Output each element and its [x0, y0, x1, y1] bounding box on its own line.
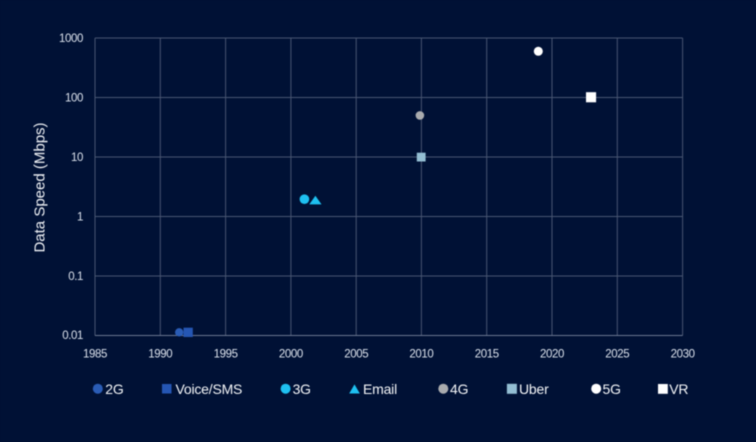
svg-text:2015: 2015: [475, 349, 499, 361]
svg-text:2G: 2G: [105, 381, 123, 397]
svg-text:2030: 2030: [671, 349, 695, 361]
svg-text:Email: Email: [363, 381, 397, 397]
svg-text:0.1: 0.1: [68, 271, 83, 283]
svg-text:1995: 1995: [214, 349, 238, 361]
svg-text:10: 10: [71, 152, 83, 164]
svg-text:Data Speed (Mbps): Data Speed (Mbps): [32, 122, 49, 252]
svg-text:1: 1: [77, 212, 83, 224]
svg-text:2025: 2025: [605, 349, 629, 361]
svg-text:2005: 2005: [344, 349, 368, 361]
svg-text:2020: 2020: [540, 349, 564, 361]
svg-text:1985: 1985: [83, 349, 107, 361]
svg-text:2000: 2000: [279, 349, 303, 361]
svg-text:2010: 2010: [409, 349, 433, 361]
svg-text:0.01: 0.01: [62, 330, 83, 342]
svg-text:Voice/SMS: Voice/SMS: [176, 381, 243, 397]
svg-text:4G: 4G: [450, 381, 468, 397]
svg-text:1990: 1990: [148, 349, 172, 361]
svg-text:100: 100: [65, 93, 83, 105]
svg-text:3G: 3G: [293, 381, 311, 397]
svg-text:1000: 1000: [59, 33, 83, 45]
svg-text:VR: VR: [669, 381, 688, 397]
svg-text:Uber: Uber: [519, 381, 549, 397]
svg-text:5G: 5G: [603, 381, 621, 397]
